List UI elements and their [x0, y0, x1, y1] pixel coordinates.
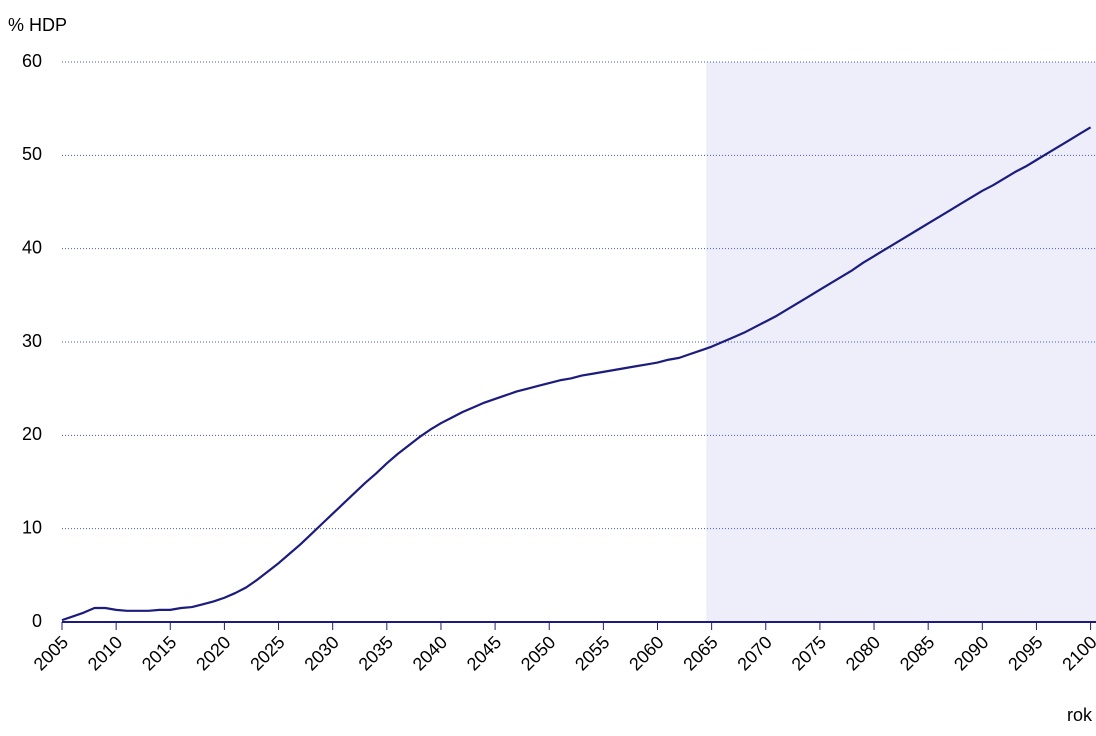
x-tick-label: 2020: [192, 632, 234, 674]
y-tick-label: 0: [32, 611, 42, 631]
x-tick-label: 2025: [246, 632, 288, 674]
x-tick-label: 2100: [1058, 632, 1096, 674]
x-tick-label: 2060: [625, 632, 667, 674]
y-axis-label: % HDP: [8, 15, 67, 35]
x-tick-label: 2090: [950, 632, 992, 674]
y-tick-label: 60: [22, 51, 42, 71]
x-tick-label: 2065: [679, 632, 721, 674]
x-tick-label: 2005: [30, 632, 72, 674]
x-tick-label: 2035: [355, 632, 397, 674]
y-tick-label: 10: [22, 517, 42, 537]
y-tick-label: 50: [22, 144, 42, 164]
x-tick-label: 2050: [517, 632, 559, 674]
x-tick-label: 2085: [896, 632, 938, 674]
x-tick-label: 2010: [84, 632, 126, 674]
x-axis-label: rok: [1067, 705, 1093, 725]
x-tick-label: 2040: [409, 632, 451, 674]
x-tick-label: 2045: [463, 632, 505, 674]
x-tick-label: 2075: [788, 632, 830, 674]
data-line: [61, 126, 1092, 622]
y-tick-label: 40: [22, 237, 42, 257]
x-tick-label: 2080: [842, 632, 884, 674]
y-tick-label: 30: [22, 331, 42, 351]
y-tick-label: 20: [22, 424, 42, 444]
x-tick-label: 2015: [138, 632, 180, 674]
x-tick-label: 2030: [300, 632, 342, 674]
x-tick-label: 2055: [571, 632, 613, 674]
x-tick-label: 2095: [1004, 632, 1046, 674]
x-tick-label: 2070: [733, 632, 775, 674]
